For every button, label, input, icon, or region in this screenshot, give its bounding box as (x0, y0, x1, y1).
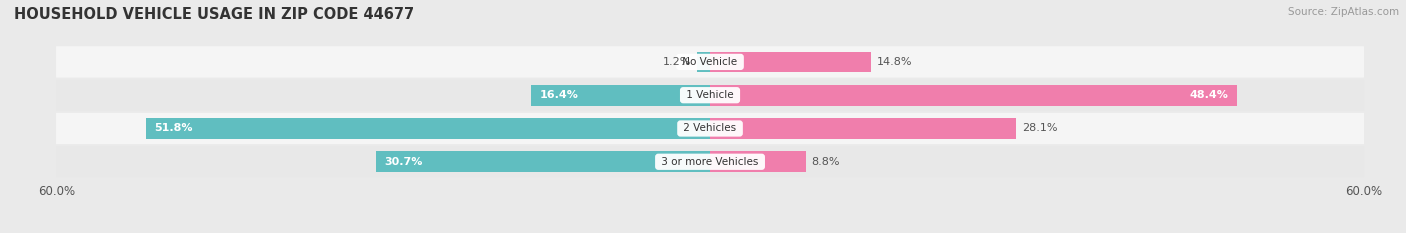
Text: 51.8%: 51.8% (155, 123, 193, 134)
FancyBboxPatch shape (56, 113, 1364, 144)
Text: 30.7%: 30.7% (384, 157, 423, 167)
Text: 14.8%: 14.8% (877, 57, 912, 67)
Bar (710, 51, 872, 72)
Bar (375, 151, 710, 172)
Bar (710, 85, 1237, 106)
Bar (710, 151, 806, 172)
Text: HOUSEHOLD VEHICLE USAGE IN ZIP CODE 44677: HOUSEHOLD VEHICLE USAGE IN ZIP CODE 4467… (14, 7, 415, 22)
Bar (531, 85, 710, 106)
Text: 2 Vehicles: 2 Vehicles (681, 123, 740, 134)
Bar (697, 51, 710, 72)
Text: Source: ZipAtlas.com: Source: ZipAtlas.com (1288, 7, 1399, 17)
Bar (146, 118, 710, 139)
FancyBboxPatch shape (56, 79, 1364, 111)
Text: 1 Vehicle: 1 Vehicle (683, 90, 737, 100)
Text: 1.2%: 1.2% (664, 57, 692, 67)
Text: 28.1%: 28.1% (1022, 123, 1057, 134)
Bar (710, 118, 1017, 139)
Text: No Vehicle: No Vehicle (679, 57, 741, 67)
Text: 3 or more Vehicles: 3 or more Vehicles (658, 157, 762, 167)
FancyBboxPatch shape (56, 46, 1364, 78)
Text: 8.8%: 8.8% (811, 157, 839, 167)
Text: 16.4%: 16.4% (540, 90, 579, 100)
Text: 48.4%: 48.4% (1189, 90, 1229, 100)
FancyBboxPatch shape (56, 146, 1364, 177)
